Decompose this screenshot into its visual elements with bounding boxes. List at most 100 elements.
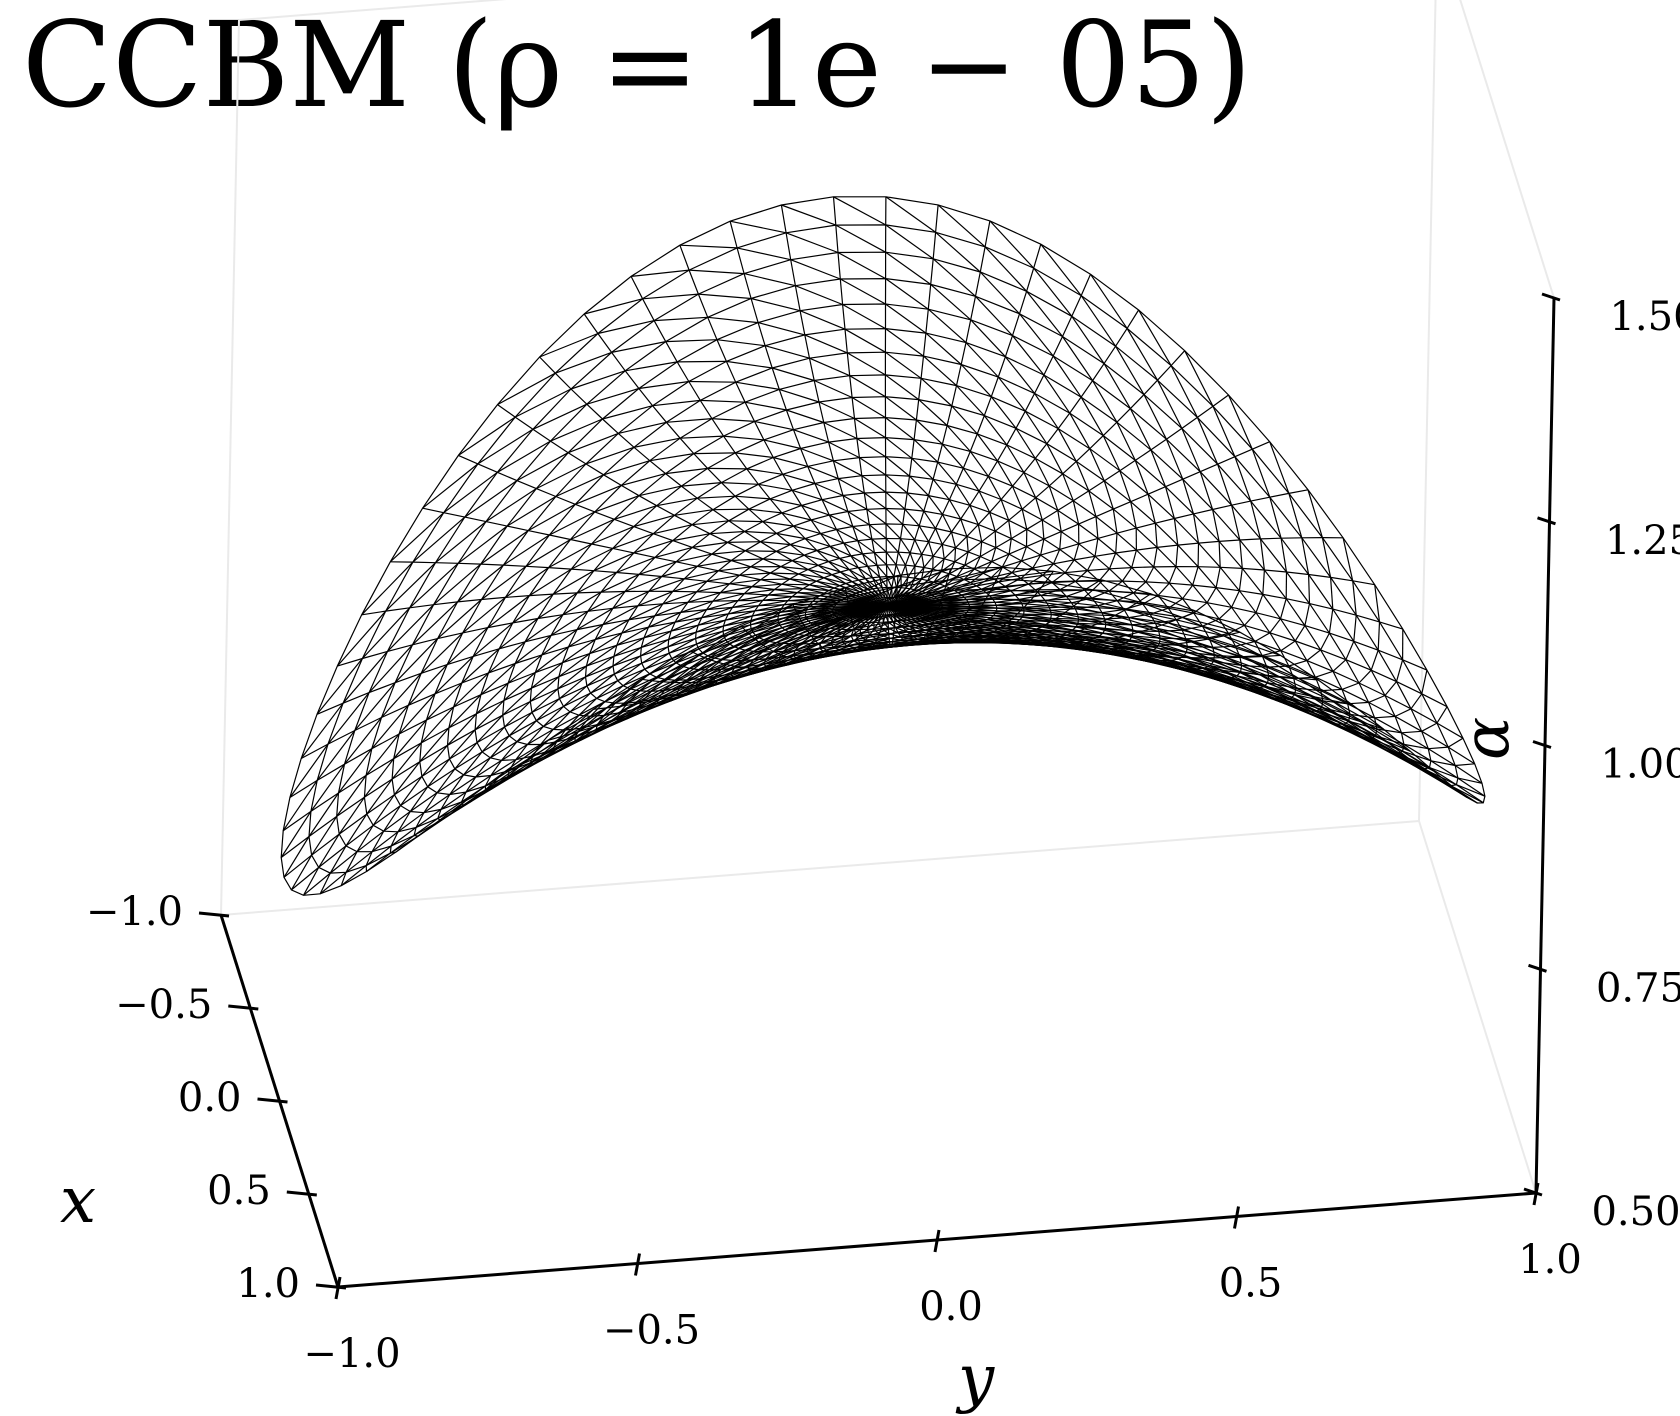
mesh-diagonal xyxy=(586,644,618,667)
x-tick-label: 0.5 xyxy=(207,1168,271,1214)
mesh-diagonal xyxy=(527,503,576,532)
mesh-diagonal xyxy=(1181,428,1201,472)
mesh-diagonal xyxy=(531,662,563,689)
mesh-diagonal xyxy=(680,435,724,439)
mesh-diagonal xyxy=(539,332,599,358)
mesh-diagonal xyxy=(891,637,924,645)
mesh-diagonal xyxy=(813,616,837,625)
mesh-diagonal xyxy=(409,562,459,609)
mesh-diagonal xyxy=(1050,608,1076,611)
mesh-diagonal xyxy=(785,232,839,254)
mesh-diagonal xyxy=(1190,657,1240,673)
mesh-diagonal xyxy=(901,612,920,619)
mesh-diagonal xyxy=(673,658,709,683)
mesh-diagonal xyxy=(754,604,785,612)
mesh-diagonal xyxy=(790,544,818,552)
mesh-diagonal xyxy=(383,805,402,832)
mesh-diagonal xyxy=(923,355,957,387)
mesh-diagonal xyxy=(1050,617,1079,620)
mesh-diagonal xyxy=(506,495,557,527)
mesh-diagonal xyxy=(1288,493,1303,538)
mesh-diagonal xyxy=(604,685,624,703)
mesh-diagonal xyxy=(641,690,652,702)
mesh-diagonal xyxy=(834,645,862,655)
mesh-diagonal xyxy=(567,432,619,454)
mesh-diagonal xyxy=(770,657,794,669)
mesh-diagonal xyxy=(750,611,780,622)
mesh-diagonal xyxy=(894,613,908,621)
mesh-diagonal xyxy=(970,319,1006,358)
mesh-diagonal xyxy=(1395,659,1404,682)
mesh-diagonal xyxy=(893,628,930,639)
mesh-diagonal xyxy=(1111,648,1156,657)
mesh-diagonal xyxy=(871,538,887,553)
mesh-diagonal xyxy=(938,640,970,644)
mesh-diagonal xyxy=(643,621,676,639)
mesh-diagonal xyxy=(781,512,812,521)
mesh-diagonal xyxy=(1080,396,1104,436)
mesh-diagonal xyxy=(910,609,936,614)
mesh-diagonal xyxy=(654,316,708,322)
mesh-diagonal xyxy=(975,295,1013,337)
mesh-diagonal xyxy=(602,605,639,626)
mesh-diagonal xyxy=(1083,642,1128,649)
mesh-diagonal xyxy=(589,632,623,655)
mesh-diagonal xyxy=(541,748,558,761)
mesh-diagonal xyxy=(885,551,897,566)
mesh-diagonal xyxy=(1370,650,1379,671)
mesh-diagonal xyxy=(1215,567,1221,588)
mesh-diagonal xyxy=(1180,664,1226,679)
mesh-diagonal xyxy=(1034,393,1059,429)
mesh-diagonal xyxy=(1270,693,1316,715)
mesh-diagonal xyxy=(762,521,794,527)
mesh-diagonal xyxy=(746,468,783,475)
mesh-diagonal xyxy=(898,587,907,599)
mesh-diagonal xyxy=(970,572,984,584)
mesh-diagonal xyxy=(861,637,894,647)
y-tick-label: 0.5 xyxy=(1219,1261,1283,1307)
mesh-diagonal xyxy=(850,555,868,567)
mesh-diagonal xyxy=(1436,706,1448,724)
mesh-diagonal xyxy=(1042,626,1073,631)
pane-edge-6 xyxy=(238,0,507,21)
mesh-diagonal xyxy=(937,461,957,485)
mesh-diagonal xyxy=(1071,315,1105,364)
mesh-diagonal xyxy=(835,620,850,630)
mesh-diagonal xyxy=(668,637,696,654)
mesh-diagonal xyxy=(752,667,771,675)
mesh-diagonal xyxy=(1383,745,1428,773)
mesh-diagonal xyxy=(1014,613,1064,617)
mesh-diagonal xyxy=(552,711,571,730)
mesh-diagonal xyxy=(964,592,987,598)
mesh-diagonal xyxy=(290,854,313,891)
mesh-diagonal xyxy=(692,541,728,548)
mesh-diagonal xyxy=(905,611,927,617)
mesh-diagonal xyxy=(463,751,483,776)
mesh-diagonal xyxy=(562,639,596,664)
mesh-diagonal xyxy=(991,581,1046,590)
mesh-diagonal xyxy=(1225,677,1271,695)
mesh-diagonal xyxy=(779,616,806,626)
mesh-diagonal xyxy=(779,658,801,668)
mesh-diagonal xyxy=(1008,538,1012,555)
mesh-diagonal xyxy=(918,525,930,543)
mesh-diagonal xyxy=(640,698,661,713)
mesh-diagonal xyxy=(895,627,908,633)
mesh-diagonal xyxy=(885,303,927,334)
mesh-diagonal xyxy=(941,544,945,559)
mesh-diagonal xyxy=(644,705,657,712)
mesh-diagonal xyxy=(1021,509,1028,530)
mesh-diagonal xyxy=(481,565,527,600)
mesh-diagonal xyxy=(1259,673,1311,697)
mesh-diagonal xyxy=(848,569,866,580)
mesh-diagonal xyxy=(906,492,925,512)
mesh-diagonal xyxy=(760,578,790,581)
mesh-diagonal xyxy=(394,638,439,684)
mesh-diagonal xyxy=(1342,537,1354,581)
mesh-diagonal xyxy=(1130,501,1137,529)
mesh-diagonal xyxy=(809,584,835,589)
mesh-diagonal xyxy=(935,612,963,617)
mesh-diagonal xyxy=(1119,470,1132,502)
mesh-diagonal xyxy=(697,495,736,499)
mesh-diagonal xyxy=(1341,682,1360,690)
